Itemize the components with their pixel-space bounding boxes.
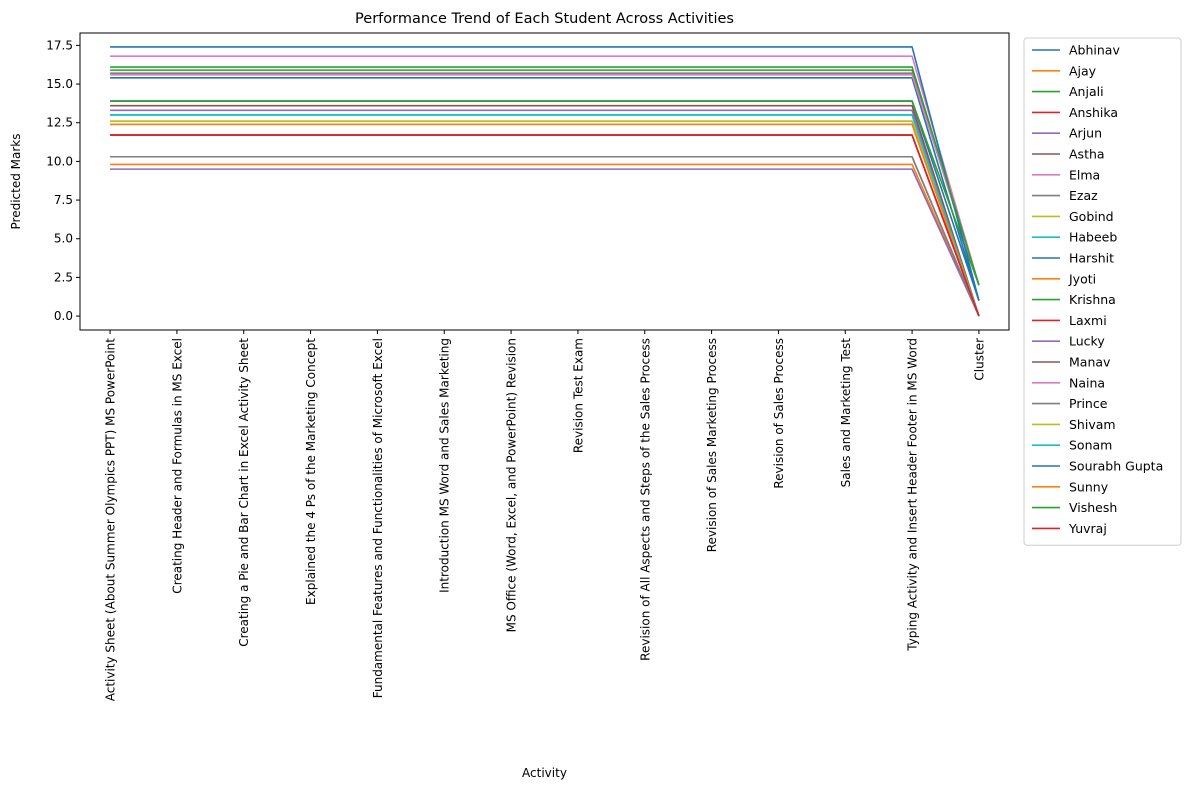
legend-label: Naina [1069, 375, 1105, 390]
y-tick-label: 7.5 [54, 193, 73, 207]
legend-label: Anjali [1069, 84, 1104, 99]
x-tick-label: Cluster [972, 338, 986, 381]
series-line [110, 100, 980, 286]
y-tick-label: 0.0 [54, 309, 73, 323]
series-line [110, 120, 980, 317]
legend-label: Ajay [1069, 63, 1097, 78]
y-axis: 0.0 2.5 5.0 7.5 10.0 12.5 15.0 17.5 [46, 38, 80, 323]
series-line [110, 123, 980, 317]
legend-label: Ezaz [1069, 188, 1098, 203]
x-axis: Activity Sheet (About Summer Olympics PP… [104, 330, 986, 702]
series-line [110, 109, 980, 317]
y-tick-label: 17.5 [46, 38, 73, 52]
x-tick-label: Explained the 4 Ps of the Marketing Conc… [304, 338, 318, 605]
x-tick-label: Typing Activity and Insert Header Footer… [906, 338, 920, 652]
legend-label: Sonam [1069, 438, 1112, 453]
series-line [110, 120, 980, 317]
series-line [110, 134, 980, 317]
x-tick-label: Revision of All Aspects and Steps of the… [638, 338, 652, 661]
legend: Abhinav Ajay Anjali Anshika Arjun Astha Elma Ez… [1023, 37, 1182, 546]
legend-label: Shivam [1069, 417, 1116, 432]
legend-frame [1023, 37, 1182, 546]
y-tick-label: 2.5 [54, 270, 73, 284]
x-tick-label: Revision of Sales Marketing Process [705, 338, 719, 552]
series-line [110, 77, 980, 301]
legend-label: Astha [1069, 147, 1105, 162]
series-line [110, 123, 980, 317]
legend-label: Lucky [1069, 334, 1105, 349]
legend-label: Sunny [1069, 479, 1109, 494]
legend-label: Arjun [1069, 126, 1102, 141]
series-line [110, 69, 980, 286]
series-line [110, 155, 980, 317]
y-axis-label: Predicted Marks [9, 134, 23, 230]
legend-label: Elma [1069, 167, 1100, 182]
legend-label: Sourabh Gupta [1069, 459, 1163, 474]
x-tick-label: Revision Test Exam [571, 338, 585, 453]
y-tick-label: 12.5 [46, 116, 73, 130]
series-layer [110, 46, 980, 317]
x-tick-label: Activity Sheet (About Summer Olympics PP… [104, 338, 118, 702]
x-tick-label: MS Office (Word, Excel, and PowerPoint) … [505, 338, 519, 632]
series-line [110, 155, 980, 317]
series-line [110, 134, 980, 317]
legend-label: Jyoti [1068, 271, 1096, 286]
series-line [110, 46, 980, 301]
series-line [110, 114, 980, 317]
legend-label: Harshit [1069, 251, 1114, 266]
legend-label: Krishna [1069, 292, 1116, 307]
x-tick-label: Revision of Sales Process [772, 338, 786, 489]
x-axis-label: Activity [522, 766, 567, 780]
x-tick-label: Creating Header and Formulas in MS Excel [170, 338, 184, 594]
x-tick-label: Fundamental Features and Functionalities… [371, 338, 385, 698]
legend-label: Manav [1069, 355, 1111, 370]
y-tick-label: 5.0 [54, 232, 73, 246]
legend-label: Yuvraj [1068, 521, 1107, 536]
legend-label: Anshika [1069, 105, 1118, 120]
series-line [110, 55, 980, 286]
chart-title: Performance Trend of Each Student Across… [355, 11, 734, 27]
series-line [110, 168, 980, 317]
series-line [110, 73, 980, 286]
legend-label: Gobind [1069, 209, 1114, 224]
legend-label: Vishesh [1069, 500, 1117, 515]
legend-label: Habeeb [1069, 230, 1117, 245]
series-line [110, 134, 980, 317]
series-line [110, 104, 980, 317]
series-line [110, 66, 980, 286]
x-tick-label: Creating a Pie and Bar Chart in Excel Ac… [237, 338, 251, 647]
y-tick-label: 15.0 [46, 77, 73, 91]
series-line [110, 72, 980, 286]
legend-label: Laxmi [1069, 313, 1107, 328]
legend-label: Prince [1069, 396, 1108, 411]
x-tick-label: Introduction MS Word and Sales Marketing [438, 338, 452, 593]
plot-frame [79, 32, 1010, 331]
series-line [110, 100, 980, 301]
series-line [110, 114, 980, 317]
series-line [110, 163, 980, 317]
legend-label: Abhinav [1069, 43, 1120, 58]
x-tick-label: Sales and Marketing Test [839, 338, 853, 488]
y-tick-label: 10.0 [46, 154, 73, 168]
